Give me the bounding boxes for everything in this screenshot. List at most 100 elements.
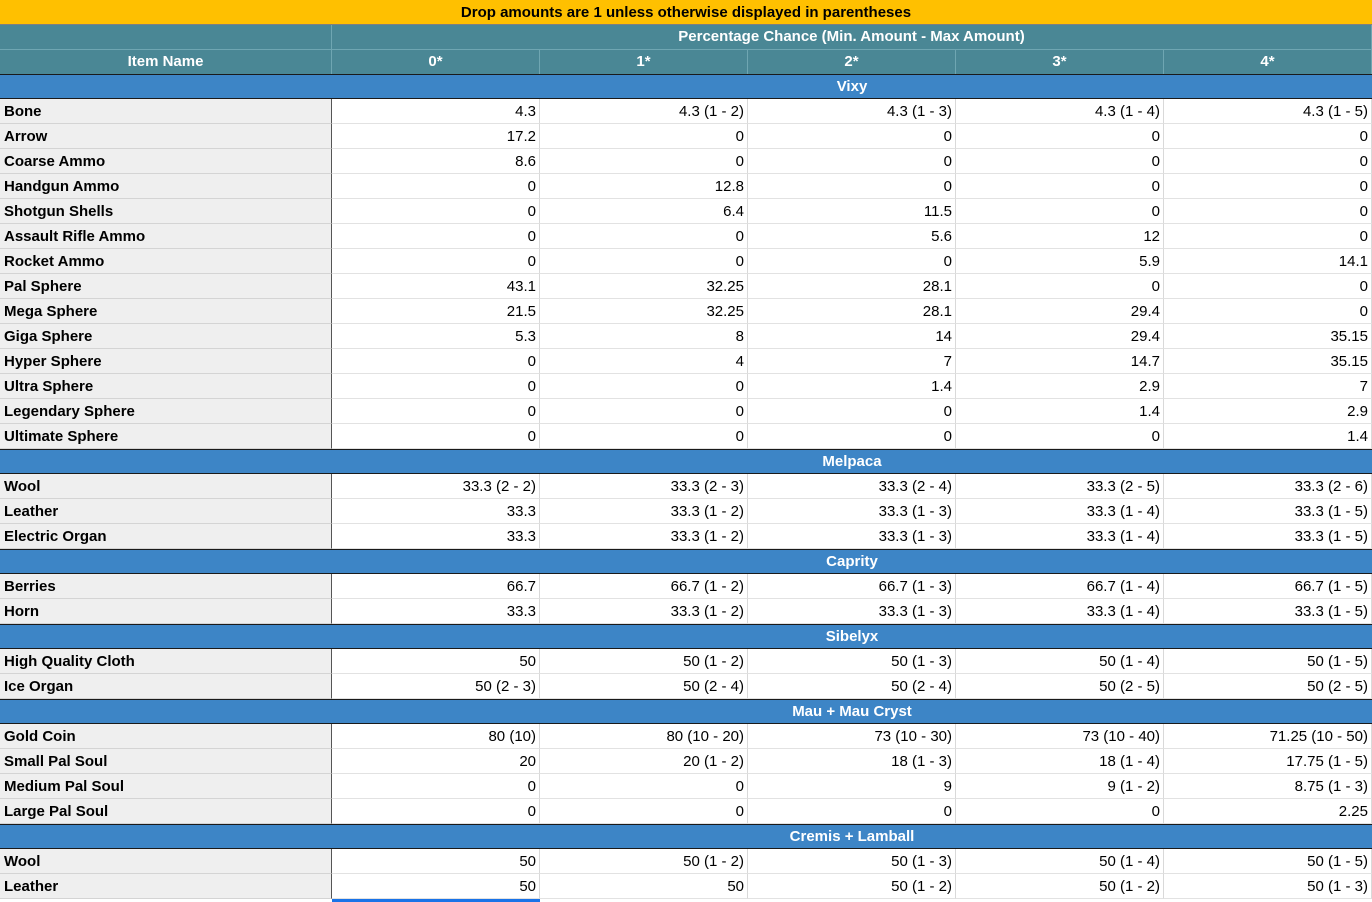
section-header-blank-cell[interactable]: [0, 550, 332, 575]
value-cell-2-star[interactable]: 0: [748, 174, 956, 199]
item-name-cell[interactable]: Rocket Ammo: [0, 249, 332, 274]
value-cell-4-star[interactable]: 66.7 (1 - 5): [1164, 574, 1372, 599]
value-cell-2-star[interactable]: 73 (10 - 30): [748, 724, 956, 749]
value-cell-0-star[interactable]: 0: [332, 399, 540, 424]
value-cell-4-star[interactable]: 0: [1164, 224, 1372, 249]
item-name-cell[interactable]: Medium Pal Soul: [0, 774, 332, 799]
value-cell-4-star[interactable]: 50 (1 - 5): [1164, 849, 1372, 874]
item-name-cell[interactable]: High Quality Cloth: [0, 649, 332, 674]
value-cell-3-star[interactable]: 0: [956, 199, 1164, 224]
value-cell-3-star[interactable]: 2.9: [956, 374, 1164, 399]
col-header-2-star[interactable]: 2*: [748, 50, 956, 75]
value-cell-3-star[interactable]: 5.9: [956, 249, 1164, 274]
value-cell-4-star[interactable]: 17.75 (1 - 5): [1164, 749, 1372, 774]
value-cell-3-star[interactable]: 0: [956, 149, 1164, 174]
section-header-blank-cell[interactable]: [0, 75, 332, 100]
value-cell-4-star[interactable]: 50 (1 - 5): [1164, 649, 1372, 674]
value-cell-3-star[interactable]: 33.3 (1 - 4): [956, 599, 1164, 624]
item-name-cell[interactable]: Handgun Ammo: [0, 174, 332, 199]
value-cell-4-star[interactable]: 1.4: [1164, 424, 1372, 449]
value-cell-2-star[interactable]: 0: [748, 424, 956, 449]
value-cell-2-star[interactable]: 50 (1 - 3): [748, 849, 956, 874]
item-name-cell[interactable]: Small Pal Soul: [0, 749, 332, 774]
value-cell-0-star[interactable]: 50: [332, 849, 540, 874]
value-cell-1-star[interactable]: 0: [540, 224, 748, 249]
value-cell-4-star[interactable]: 4.3 (1 - 5): [1164, 99, 1372, 124]
value-cell-3-star[interactable]: 0: [956, 424, 1164, 449]
item-name-cell[interactable]: Electric Organ: [0, 524, 332, 549]
value-cell-3-star[interactable]: 14.7: [956, 349, 1164, 374]
value-cell-2-star[interactable]: 4.3 (1 - 3): [748, 99, 956, 124]
value-cell-4-star[interactable]: 2.25: [1164, 799, 1372, 824]
section-title[interactable]: Melpaca: [822, 453, 882, 470]
value-cell-3-star[interactable]: 29.4: [956, 324, 1164, 349]
item-name-cell[interactable]: Shotgun Shells: [0, 199, 332, 224]
value-cell-3-star[interactable]: 33.3 (1 - 4): [956, 524, 1164, 549]
value-cell-3-star[interactable]: 9 (1 - 2): [956, 774, 1164, 799]
value-cell-0-star[interactable]: 50: [332, 649, 540, 674]
value-cell-0-star[interactable]: 0: [332, 374, 540, 399]
value-cell-3-star[interactable]: 0: [956, 174, 1164, 199]
value-cell-3-star[interactable]: 33.3 (1 - 4): [956, 499, 1164, 524]
value-cell-1-star[interactable]: 32.25: [540, 274, 748, 299]
value-cell-3-star[interactable]: 50 (1 - 2): [956, 874, 1164, 899]
value-cell-0-star[interactable]: 5.3: [332, 324, 540, 349]
value-cell-3-star[interactable]: 33.3 (2 - 5): [956, 474, 1164, 499]
value-cell-0-star[interactable]: 80 (10): [332, 724, 540, 749]
section-title[interactable]: Vixy: [836, 78, 868, 95]
value-cell-3-star[interactable]: 50 (2 - 5): [956, 674, 1164, 699]
value-cell-4-star[interactable]: 50 (1 - 3): [1164, 874, 1372, 899]
value-cell-2-star[interactable]: 1.4: [748, 374, 956, 399]
value-cell-0-star[interactable]: 50 (2 - 3): [332, 674, 540, 699]
item-name-cell[interactable]: Assault Rifle Ammo: [0, 224, 332, 249]
value-cell-1-star[interactable]: 50 (2 - 4): [540, 674, 748, 699]
section-header-blank-cell[interactable]: [0, 450, 332, 475]
item-name-header[interactable]: Item Name: [0, 50, 332, 75]
value-cell-4-star[interactable]: 35.15: [1164, 349, 1372, 374]
value-cell-0-star[interactable]: 0: [332, 174, 540, 199]
value-cell-3-star[interactable]: 12: [956, 224, 1164, 249]
value-cell-2-star[interactable]: 18 (1 - 3): [748, 749, 956, 774]
value-cell-0-star[interactable]: 0: [332, 799, 540, 824]
value-cell-2-star[interactable]: 0: [748, 149, 956, 174]
value-cell-2-star[interactable]: 0: [748, 249, 956, 274]
value-cell-2-star[interactable]: 14: [748, 324, 956, 349]
value-cell-4-star[interactable]: 0: [1164, 124, 1372, 149]
value-cell-3-star[interactable]: 18 (1 - 4): [956, 749, 1164, 774]
value-cell-0-star[interactable]: 33.3: [332, 499, 540, 524]
section-header-blank-cell[interactable]: [0, 825, 332, 850]
item-name-cell[interactable]: Bone: [0, 99, 332, 124]
value-cell-1-star[interactable]: 66.7 (1 - 2): [540, 574, 748, 599]
item-name-cell[interactable]: Hyper Sphere: [0, 349, 332, 374]
section-title[interactable]: Sibelyx: [825, 628, 879, 645]
item-name-cell[interactable]: Berries: [0, 574, 332, 599]
value-cell-4-star[interactable]: 33.3 (1 - 5): [1164, 599, 1372, 624]
value-cell-2-star[interactable]: 0: [748, 124, 956, 149]
value-cell-1-star[interactable]: 0: [540, 374, 748, 399]
value-cell-1-star[interactable]: 12.8: [540, 174, 748, 199]
col-header-1-star[interactable]: 1*: [540, 50, 748, 75]
value-cell-3-star[interactable]: 0: [956, 799, 1164, 824]
item-name-cell[interactable]: Ultimate Sphere: [0, 424, 332, 449]
value-cell-4-star[interactable]: 0: [1164, 199, 1372, 224]
value-cell-4-star[interactable]: 33.3 (2 - 6): [1164, 474, 1372, 499]
value-cell-2-star[interactable]: 33.3 (2 - 4): [748, 474, 956, 499]
value-cell-1-star[interactable]: 4: [540, 349, 748, 374]
value-cell-4-star[interactable]: 0: [1164, 274, 1372, 299]
value-cell-0-star[interactable]: 66.7: [332, 574, 540, 599]
item-name-cell[interactable]: Leather: [0, 499, 332, 524]
value-cell-0-star[interactable]: 20: [332, 749, 540, 774]
value-cell-2-star[interactable]: 50 (2 - 4): [748, 674, 956, 699]
value-cell-0-star[interactable]: 0: [332, 349, 540, 374]
section-header-blank-cell[interactable]: [0, 700, 332, 725]
item-name-cell[interactable]: Mega Sphere: [0, 299, 332, 324]
item-name-cell[interactable]: Wool: [0, 849, 332, 874]
value-cell-3-star[interactable]: 50 (1 - 4): [956, 649, 1164, 674]
value-cell-0-star[interactable]: 0: [332, 424, 540, 449]
value-cell-4-star[interactable]: 33.3 (1 - 5): [1164, 524, 1372, 549]
value-cell-3-star[interactable]: 0: [956, 274, 1164, 299]
value-cell-1-star[interactable]: 6.4: [540, 199, 748, 224]
value-cell-2-star[interactable]: 33.3 (1 - 3): [748, 524, 956, 549]
item-name-cell[interactable]: Arrow: [0, 124, 332, 149]
item-name-cell[interactable]: Leather: [0, 874, 332, 899]
